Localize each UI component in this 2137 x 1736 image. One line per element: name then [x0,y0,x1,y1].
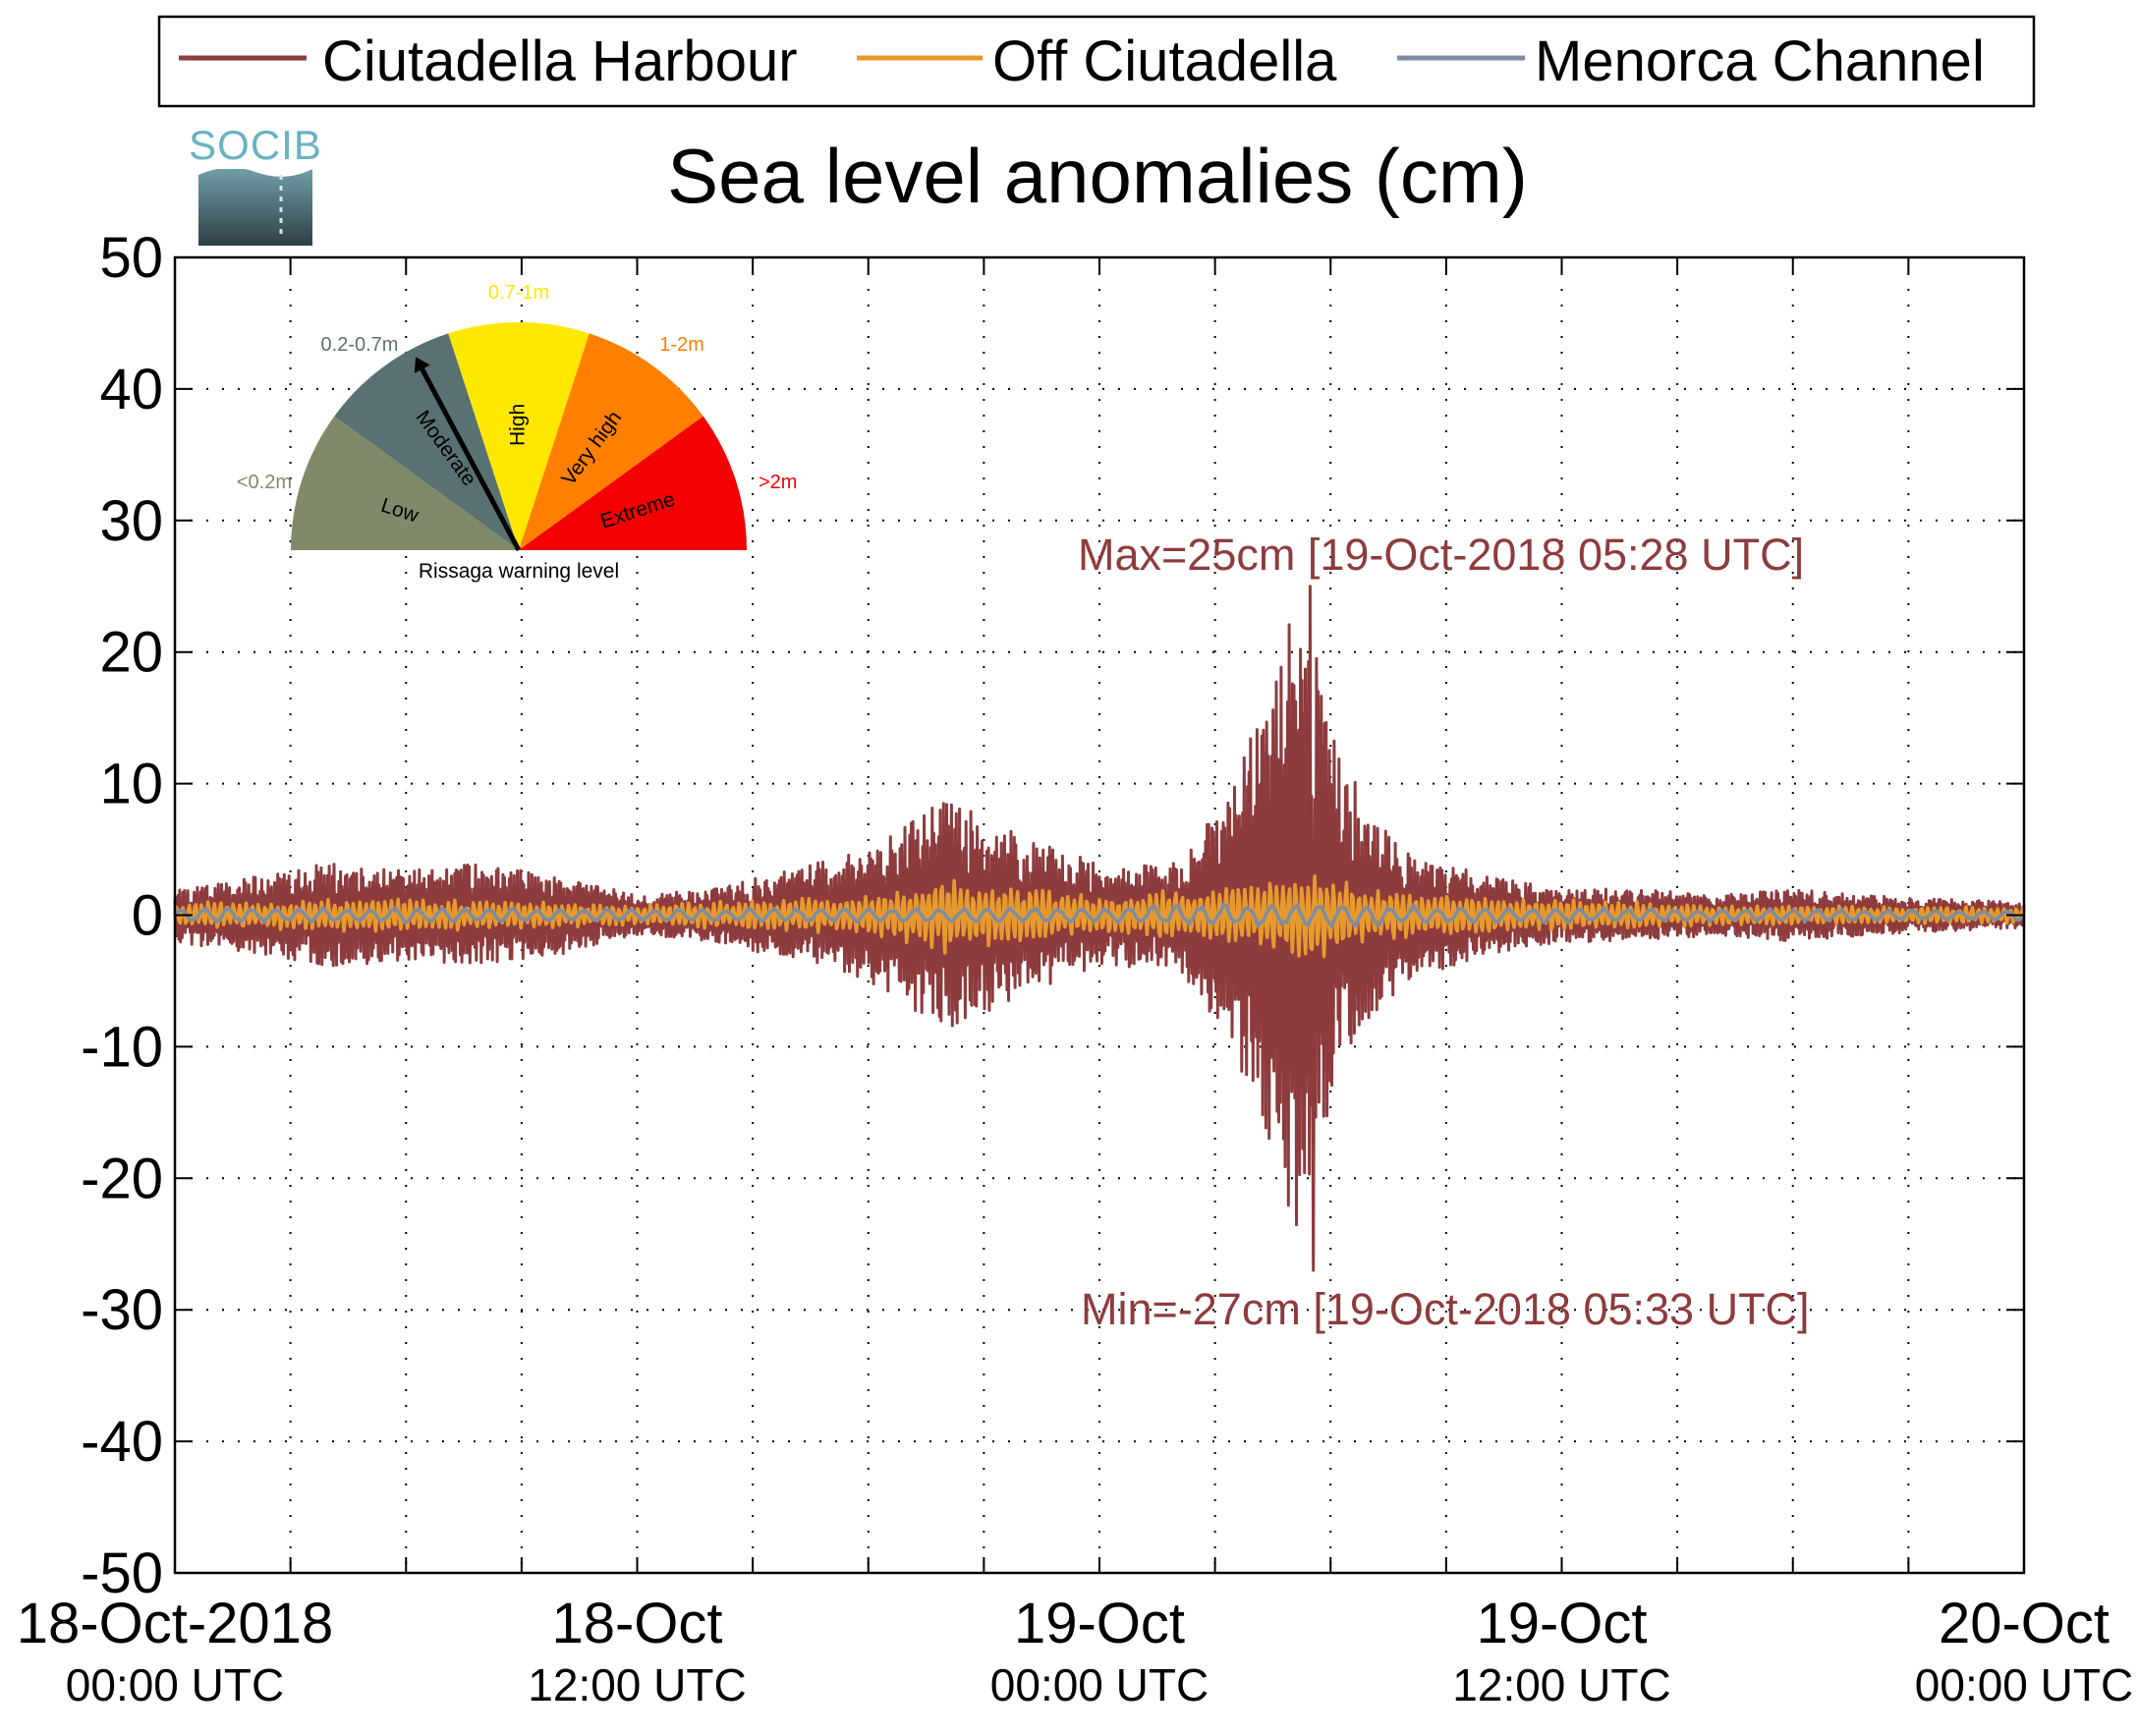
y-tick-label: 30 [99,489,163,553]
legend-label-off-ciutadella: Off Ciutadella [992,29,1337,93]
gauge-sector-high [448,322,590,550]
legend-entry-ciutadella-harbour: Ciutadella Harbour [179,29,798,93]
x-tick-label-date: 18-Oct [551,1592,722,1655]
gauge-range-label-high: 0.7-1m [488,282,549,304]
gauge-range-label-moderate: 0.2-0.7m [321,334,399,356]
x-tick-label-date: 19-Oct [1476,1592,1647,1655]
min-annotation: Min=-27cm [19-Oct-2018 05:33 UTC] [1081,1284,1810,1334]
axis-ticks [174,256,2025,1574]
legend-label-ciutadella-harbour: Ciutadella Harbour [322,29,798,93]
x-tick-label-date: 19-Oct [1014,1592,1185,1655]
y-axis-tick-labels: 50 40 30 20 10 0 -10 -20 -30 -40 -50 [81,226,163,1605]
legend-label-menorca-channel: Menorca Channel [1535,29,1985,93]
series-line-off-ciutadella [173,874,2026,959]
x-tick-label-time: 12:00 UTC [528,1659,746,1710]
gauge-sector-moderate [334,333,519,550]
socib-logo-wave [198,169,312,246]
gauge-pointer-head [414,357,430,373]
max-annotation: Max=25cm [19-Oct-2018 05:28 UTC] [1078,530,1804,580]
y-tick-label: 0 [132,884,163,948]
series-line-ciutadella-harbour [173,585,2026,1272]
y-tick-label: -30 [81,1278,163,1342]
y-tick-label: -20 [81,1147,163,1210]
chart-title: Sea level anomalies (cm) [667,133,1528,219]
gauge-sector-very-high [519,333,703,550]
legend: Ciutadella Harbour Off Ciutadella Menorc… [157,15,2036,108]
y-tick-label: 40 [99,358,163,421]
gauge-pointer [420,367,522,552]
gauge-sector-low [291,416,519,550]
x-tick-label-time: 00:00 UTC [990,1659,1209,1710]
x-tick-label-time: 00:00 UTC [1915,1659,2133,1710]
legend-entry-off-ciutadella: Off Ciutadella [857,29,1337,93]
legend-entry-menorca-channel: Menorca Channel [1397,29,1985,93]
series-layer [173,585,2026,1272]
x-tick-label-time: 00:00 UTC [66,1659,284,1710]
socib-logo-text: SOCIB [189,122,322,168]
socib-logo: SOCIB [189,122,322,246]
socib-logo-crest [198,165,312,177]
x-tick-label-time: 12:00 UTC [1452,1659,1670,1710]
y-tick-label: 10 [99,753,163,816]
x-tick-label-date: 20-Oct [1939,1592,2109,1655]
x-tick-label-date: 18-Oct-2018 [17,1592,333,1655]
gauge-range-label-low: <0.2m [237,472,292,493]
gauge-sector-extreme [519,416,747,550]
gauge-range-label-very-high: 1-2m [659,334,704,356]
gauge-title: Rissaga warning level [419,560,619,583]
y-tick-label: -10 [81,1015,163,1079]
series-line-menorca-channel [173,902,2026,928]
y-tick-label: -50 [81,1541,163,1605]
y-tick-label: 50 [99,226,163,290]
y-tick-label: 20 [99,621,163,685]
gauge-range-label-extreme: >2m [759,472,797,493]
y-tick-label: -40 [81,1410,163,1474]
gauge-sector-label-high: High [507,404,530,446]
legend-box [157,15,2036,108]
